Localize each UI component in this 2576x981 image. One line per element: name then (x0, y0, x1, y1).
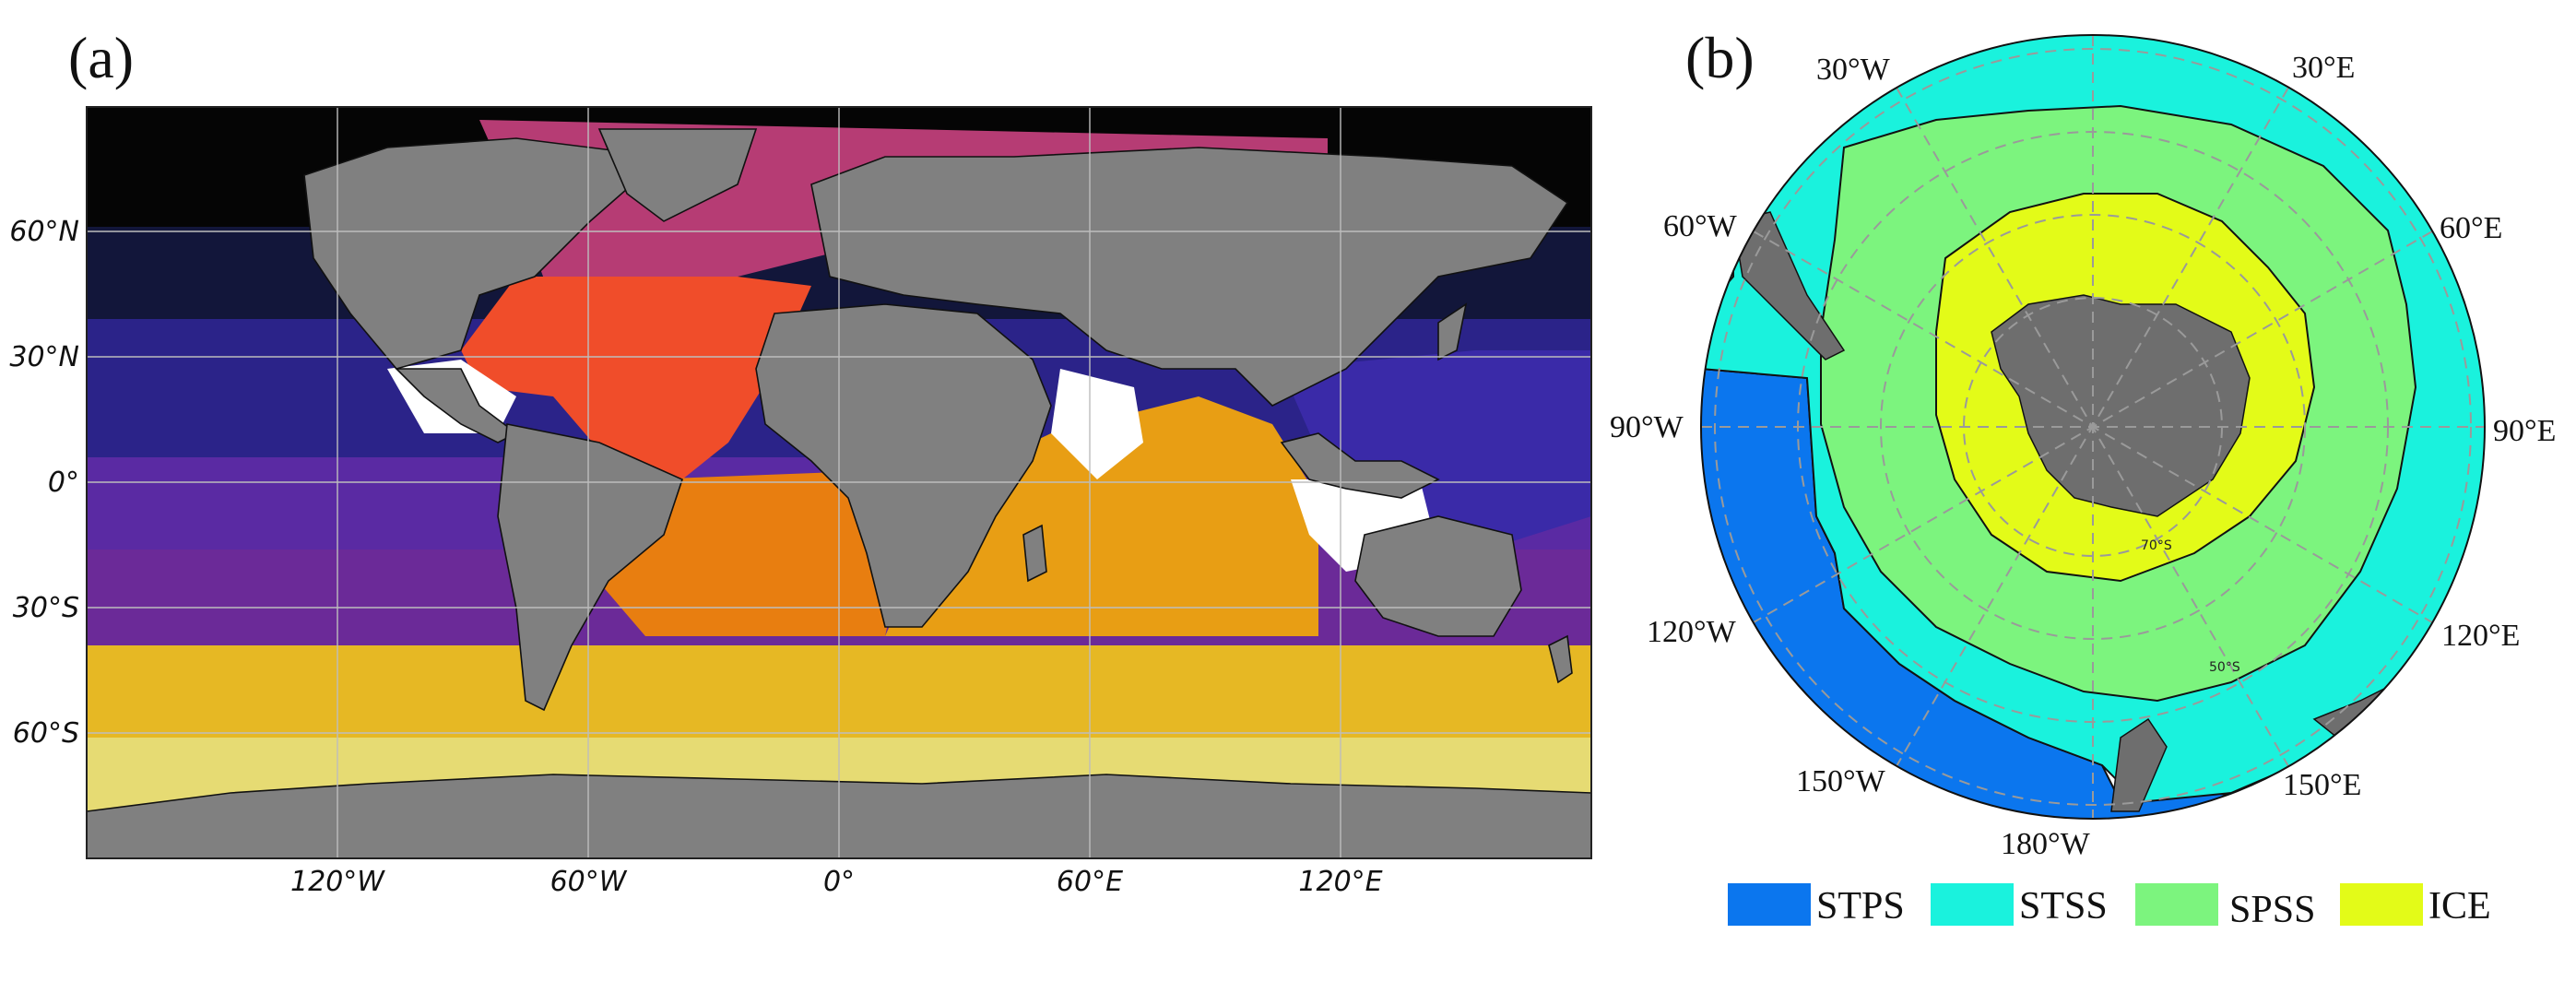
land-new-zealand (1548, 634, 1573, 684)
north-atlantic-red-province (461, 277, 811, 479)
lon-label-60e: 60°E (1057, 866, 1123, 898)
lat-label-60s: 60°S (13, 717, 79, 750)
latitude-circle-60s (1880, 214, 2306, 640)
panel-b-label: (b) (1685, 25, 1755, 90)
circle-label-50s: 50°S (2209, 660, 2240, 675)
legend-swatch-stss (1931, 883, 2014, 926)
lat-label-30n: 30°N (9, 341, 79, 373)
lon-label-0: 0° (823, 866, 855, 898)
meridian-label-90w: 90°W (1610, 410, 1684, 444)
land-north-america (303, 137, 666, 370)
legend-label-ice: ICE (2428, 885, 2491, 928)
land-australia (1354, 515, 1522, 637)
meridian-label-60w: 60°W (1663, 209, 1738, 243)
lon-label-120e: 120°E (1298, 866, 1382, 898)
latitude-circle-40s (1714, 48, 2472, 806)
lat-label-60n: 60°N (9, 216, 79, 248)
land-south-america (497, 423, 683, 712)
polar-graticule (1701, 35, 2485, 819)
indian-ocean-orange-province (876, 396, 1318, 636)
meridian-label-150w: 150°W (1796, 764, 1886, 798)
legend-b: STPS STSS SPSS ICE (1728, 883, 2491, 931)
meridian-spoke-6 (1753, 230, 2433, 623)
global-ocean-province-map: 60°N 30°N 0° 30°S 60°S 120°W 60°W 0° 60°… (9, 106, 1592, 898)
legend-label-stss: STSS (2019, 885, 2108, 928)
southern-ocean-polar-map: 70°S 50°S 30°W 30°E 60°W 60°E 90°W 90°E … (1610, 34, 2556, 931)
meridian-label-120w: 120°W (1647, 615, 1737, 649)
legend-label-stps: STPS (1816, 885, 1905, 928)
meridian-label-180w: 180°W (2001, 827, 2091, 861)
lon-label-120w: 120°W (290, 866, 385, 898)
legend-swatch-ice (2340, 883, 2423, 926)
land-eurasia (810, 147, 1569, 407)
circle-label-70s: 70°S (2141, 538, 2172, 553)
coastal-unclassified-africa-east (1051, 369, 1143, 479)
meridian-label-150e: 150°E (2283, 768, 2361, 802)
land-africa (755, 303, 1052, 628)
polar-boundary (1700, 34, 2486, 820)
panel-a-label: (a) (68, 25, 134, 90)
meridian-label-120e: 120°E (2441, 619, 2520, 653)
land-japan (1437, 302, 1468, 361)
land-antarctica-polar (1991, 294, 2251, 517)
legend-swatch-spss (2135, 883, 2218, 926)
meridian-label-90e: 90°E (2493, 414, 2556, 448)
graticule-a (87, 107, 1591, 858)
land-greenland (597, 128, 758, 222)
map-a-frame (86, 106, 1592, 859)
legend-swatch-stps (1728, 883, 1811, 926)
meridian-label-30e: 30°E (2292, 51, 2355, 85)
meridian-label-60e: 60°E (2440, 211, 2502, 245)
lon-label-60w: 60°W (550, 866, 628, 898)
lat-label-0: 0° (48, 467, 79, 499)
meridian-label-30w: 30°W (1816, 53, 1891, 87)
land-new-zealand-polar (2110, 717, 2168, 812)
legend-label-spss: SPSS (2229, 889, 2315, 931)
land-madagascar (1022, 524, 1047, 583)
lat-label-30s: 30°S (13, 592, 79, 624)
